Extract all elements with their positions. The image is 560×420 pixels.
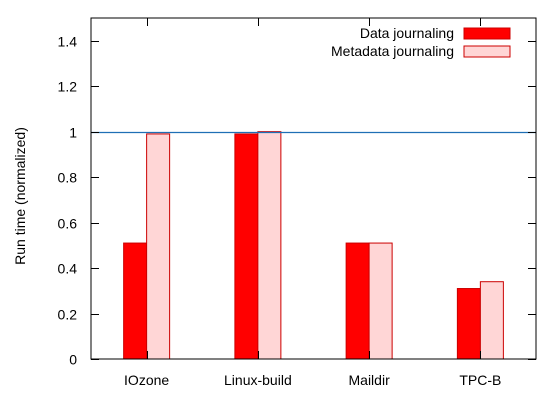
y-tick-label: 0.2 [58, 307, 78, 323]
legend: Data journaling Metadata journaling [331, 25, 511, 59]
plot-frame [90, 17, 537, 360]
legend-swatch-0 [463, 27, 511, 40]
legend-label-1: Metadata journaling [331, 43, 454, 59]
bar-metadata-journaling-maildir [368, 242, 393, 360]
axes: 0 0.2 0.4 0.6 0.8 1 1.2 1.4 IOzone Linux-build Mai… [58, 17, 537, 388]
bar-data-journaling-linux-build [234, 133, 259, 360]
y-tick-label: 0 [69, 352, 77, 368]
y-tick-label: 0.8 [58, 170, 78, 186]
bar-data-journaling-maildir [345, 242, 370, 360]
y-tick-label: 1.4 [58, 34, 78, 50]
legend-swatch-1 [463, 45, 511, 58]
y-axis-label: Run time (normalized) [12, 127, 28, 265]
plot-area [91, 131, 536, 360]
x-tick-label: IOzone [124, 372, 169, 388]
legend-label-0: Data journaling [360, 25, 454, 41]
x-tick-label: Linux-build [224, 372, 292, 388]
y-tick-label: 0.6 [58, 216, 78, 232]
x-tick-label: Maildir [349, 372, 391, 388]
y-tick-label: 0.4 [58, 261, 78, 277]
y-tick-label: 1.2 [58, 79, 78, 95]
bar-metadata-journaling-iozone [146, 133, 171, 360]
bar-data-journaling-iozone [123, 242, 148, 360]
bar-metadata-journaling-linux-build [257, 131, 282, 360]
x-tick-label: TPC-B [459, 372, 501, 388]
y-tick-label: 1 [69, 125, 77, 141]
bar-data-journaling-tpc-b [456, 288, 481, 360]
bar-metadata-journaling-tpc-b [479, 281, 504, 360]
